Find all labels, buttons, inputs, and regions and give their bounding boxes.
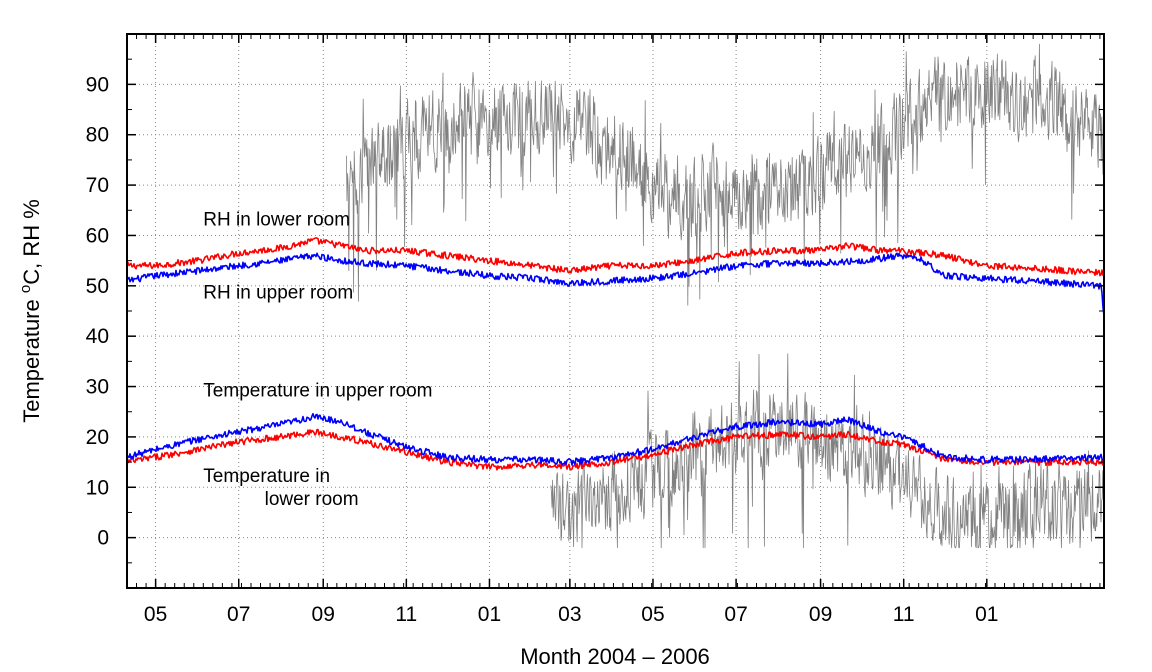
series-line-gray <box>346 43 1104 306</box>
x-tick-label: 09 <box>809 603 832 626</box>
series-line-rh-in-upper-room <box>126 252 1105 316</box>
y-tick-label: 20 <box>86 426 109 449</box>
y-tick-label: 50 <box>86 275 109 298</box>
x-tick-label: 11 <box>395 603 417 626</box>
x-tick-label: 01 <box>975 603 998 626</box>
axis-ticks <box>126 34 1104 588</box>
y-axis-label-main: Temperature <box>19 293 44 423</box>
series-line-rh-in-lower-room <box>126 237 1105 277</box>
series-annotations: RH in lower room RH in upper room Temperat… <box>203 209 432 510</box>
y-axis-label-tail: C, RH % <box>19 199 44 285</box>
y-axis-label-superscript: o <box>17 285 34 293</box>
x-tick-label: 01 <box>478 603 501 626</box>
x-axis-tick-labels: 05 07 09 11 01 03 05 07 09 11 01 <box>144 603 999 626</box>
y-tick-label: 0 <box>97 527 109 550</box>
series-line-temperature-in-upper-room <box>126 412 1105 466</box>
y-tick-label: 90 <box>86 73 109 96</box>
y-tick-label: 30 <box>86 376 109 399</box>
y-tick-label: 60 <box>86 224 109 247</box>
x-tick-label: 07 <box>227 603 250 626</box>
y-tick-label: 40 <box>86 325 109 348</box>
x-tick-label: 03 <box>558 603 581 626</box>
annotation-label: lower room <box>265 489 359 510</box>
x-tick-label: 05 <box>641 603 664 626</box>
annotation-label: Temperature in upper room <box>203 381 432 402</box>
y-axis-tick-labels: 0 10 20 30 40 50 60 70 80 90 <box>86 73 109 549</box>
annotation-label: RH in upper room <box>203 282 353 303</box>
x-tick-label: 07 <box>724 603 747 626</box>
x-tick-label: 11 <box>893 603 915 626</box>
y-tick-label: 70 <box>86 174 109 197</box>
annotation-label: RH in lower room <box>203 209 350 230</box>
y-tick-label: 10 <box>86 476 109 499</box>
series-line-gray <box>550 353 1105 549</box>
y-axis-label: Temperature oC, RH % <box>17 199 44 423</box>
annotation-label: Temperature in <box>203 466 330 487</box>
x-tick-label: 09 <box>312 603 335 626</box>
series-line-temperature-in-lower-room <box>126 428 1105 471</box>
series-lines <box>126 43 1105 549</box>
x-axis-label: Month 2004 – 2006 <box>520 644 710 669</box>
y-tick-label: 80 <box>86 124 109 147</box>
x-tick-label: 05 <box>144 603 167 626</box>
